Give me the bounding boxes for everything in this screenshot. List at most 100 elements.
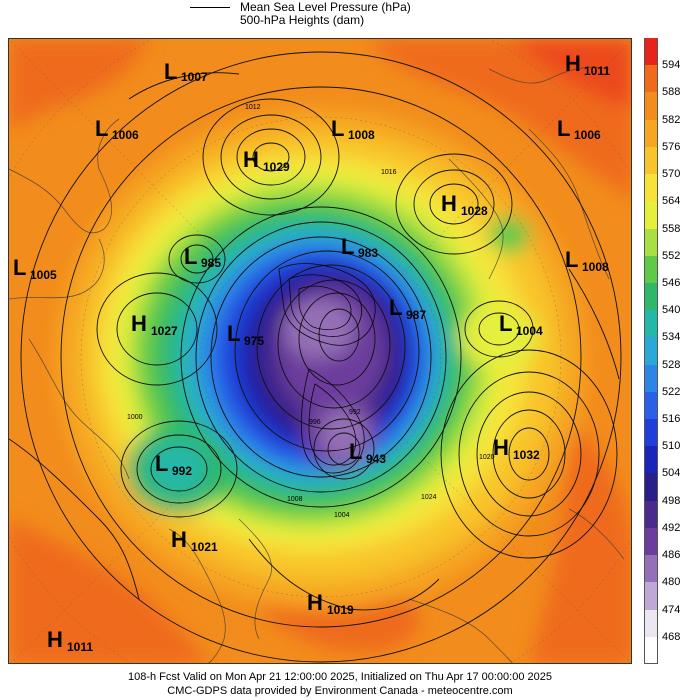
pressure-systems: L 1007 H 1011 L 1006 L 1008 L 1006 H 1029 H 102… xyxy=(13,51,610,654)
pressure-system: H 1019 xyxy=(307,590,354,617)
svg-text:1007: 1007 xyxy=(181,70,208,84)
svg-text:985: 985 xyxy=(201,256,221,270)
svg-text:1011: 1011 xyxy=(584,64,610,78)
svg-text:L: L xyxy=(164,59,177,84)
pressure-system: L 1005 xyxy=(13,255,57,282)
svg-text:987: 987 xyxy=(406,308,426,322)
svg-text:L: L xyxy=(155,451,168,476)
colorbar-tick-label: 468 xyxy=(662,630,680,643)
svg-text:1008: 1008 xyxy=(348,128,375,142)
colorbar-tick-label: 480 xyxy=(662,576,680,589)
forecast-valid-time: 108-h Fcst Valid on Mon Apr 21 12:00:00 … xyxy=(127,671,552,683)
colorbar-swatch xyxy=(644,92,658,120)
pressure-system: L 943 xyxy=(349,439,386,466)
colorbar-swatch xyxy=(644,174,658,202)
pressure-system: H 1027 xyxy=(131,311,178,338)
forecast-map: 1012 1016 1020 1024 1000 1004 1008 996 9… xyxy=(8,38,632,664)
colorbar-swatch xyxy=(644,38,658,66)
svg-text:L: L xyxy=(389,295,402,320)
svg-text:H: H xyxy=(307,590,323,615)
colorbar-tick-label: 582 xyxy=(662,113,680,126)
colorbar-tick-label: 492 xyxy=(662,521,680,534)
isobar-labels: 1012 1016 1020 1024 1000 1004 1008 996 9… xyxy=(127,104,495,519)
colorbar-swatch xyxy=(644,500,658,528)
svg-text:L: L xyxy=(565,247,578,272)
colorbar-tick-label: 540 xyxy=(662,304,680,317)
svg-text:L: L xyxy=(227,321,240,346)
isobar-label: 1000 xyxy=(127,414,143,421)
svg-text:1019: 1019 xyxy=(327,603,354,617)
data-credit: CMC-GDPS data provided by Environment Ca… xyxy=(167,685,513,697)
svg-text:L: L xyxy=(184,244,197,269)
height-colorbar xyxy=(644,38,658,664)
isobar-label: 1012 xyxy=(245,104,261,111)
svg-text:992: 992 xyxy=(172,464,192,478)
svg-text:L: L xyxy=(95,116,108,141)
map-canvas: 1012 1016 1020 1024 1000 1004 1008 996 9… xyxy=(9,39,631,663)
pressure-system: H 1011 xyxy=(565,51,610,78)
legend-height-label: 500-hPa Heights (dam) xyxy=(240,13,365,27)
colorbar-tick-label: 558 xyxy=(662,222,680,235)
colorbar-tick-label: 486 xyxy=(662,549,680,562)
isobar-label: 1020 xyxy=(479,454,495,461)
colorbar-tick-label: 522 xyxy=(662,385,680,398)
isobar-label: 992 xyxy=(349,409,361,416)
svg-text:1006: 1006 xyxy=(112,128,139,142)
colorbar-swatch xyxy=(644,146,658,175)
svg-text:L: L xyxy=(499,311,512,336)
pressure-system: H 1011 xyxy=(47,627,93,654)
colorbar-tick-label: 564 xyxy=(662,195,680,208)
pressure-system: L 1008 xyxy=(331,116,375,142)
pressure-system: L 985 xyxy=(184,244,221,270)
colorbar-swatch xyxy=(644,582,658,610)
svg-text:L: L xyxy=(341,234,354,259)
pressure-system: L 1007 xyxy=(164,59,208,84)
colorbar-tick-label: 534 xyxy=(662,331,680,344)
pressure-system: H 1032 xyxy=(493,435,540,462)
colorbar-swatch xyxy=(644,419,658,447)
svg-text:H: H xyxy=(565,51,581,76)
colorbar-swatch xyxy=(644,337,658,365)
svg-text:H: H xyxy=(47,627,63,652)
svg-text:1011: 1011 xyxy=(67,640,93,654)
pressure-system: L 1004 xyxy=(499,311,543,338)
colorbar-swatch xyxy=(644,636,658,664)
svg-text:1004: 1004 xyxy=(516,324,543,338)
colorbar-swatch xyxy=(644,555,658,583)
colorbar-swatch xyxy=(644,255,658,283)
colorbar-tick-label: 498 xyxy=(662,494,680,507)
colorbar-tick-label: 516 xyxy=(662,413,680,426)
pressure-system: H 1029 xyxy=(243,147,290,174)
svg-text:1008: 1008 xyxy=(582,260,609,274)
pressure-system: H 1021 xyxy=(171,527,218,554)
svg-text:1021: 1021 xyxy=(191,540,218,554)
isobar-label: 1016 xyxy=(381,169,397,176)
svg-text:1032: 1032 xyxy=(513,448,540,462)
pressure-system: L 987 xyxy=(389,295,426,322)
isobar-contours xyxy=(9,51,622,663)
colorbar-swatch xyxy=(644,527,658,556)
isobar-label: 1004 xyxy=(334,512,350,519)
svg-text:983: 983 xyxy=(358,246,378,260)
colorbar-tick-label: 576 xyxy=(662,140,680,153)
svg-text:1029: 1029 xyxy=(263,160,290,174)
svg-text:H: H xyxy=(441,191,457,216)
svg-text:H: H xyxy=(493,435,509,460)
colorbar-swatch xyxy=(644,609,658,637)
svg-text:1027: 1027 xyxy=(151,324,178,338)
svg-text:1028: 1028 xyxy=(461,204,488,218)
isobar-label: 1008 xyxy=(287,496,303,503)
legend-mslp-label: Mean Sea Level Pressure (hPa) xyxy=(240,0,411,14)
isobar-label: 996 xyxy=(309,419,321,426)
colorbar-swatch xyxy=(644,310,658,338)
colorbar-swatch xyxy=(644,65,658,93)
pressure-system: L 975 xyxy=(227,321,264,348)
colorbar-tick-label: 546 xyxy=(662,276,680,289)
height-field xyxy=(9,39,631,663)
colorbar-tick-label: 510 xyxy=(662,440,680,453)
pressure-system: H 1028 xyxy=(441,191,488,218)
svg-text:H: H xyxy=(171,527,187,552)
map-legend-header: Mean Sea Level Pressure (hPa) 500-hPa He… xyxy=(0,0,680,38)
colorbar-swatch xyxy=(644,228,658,256)
colorbar-tick-label: 528 xyxy=(662,358,680,371)
